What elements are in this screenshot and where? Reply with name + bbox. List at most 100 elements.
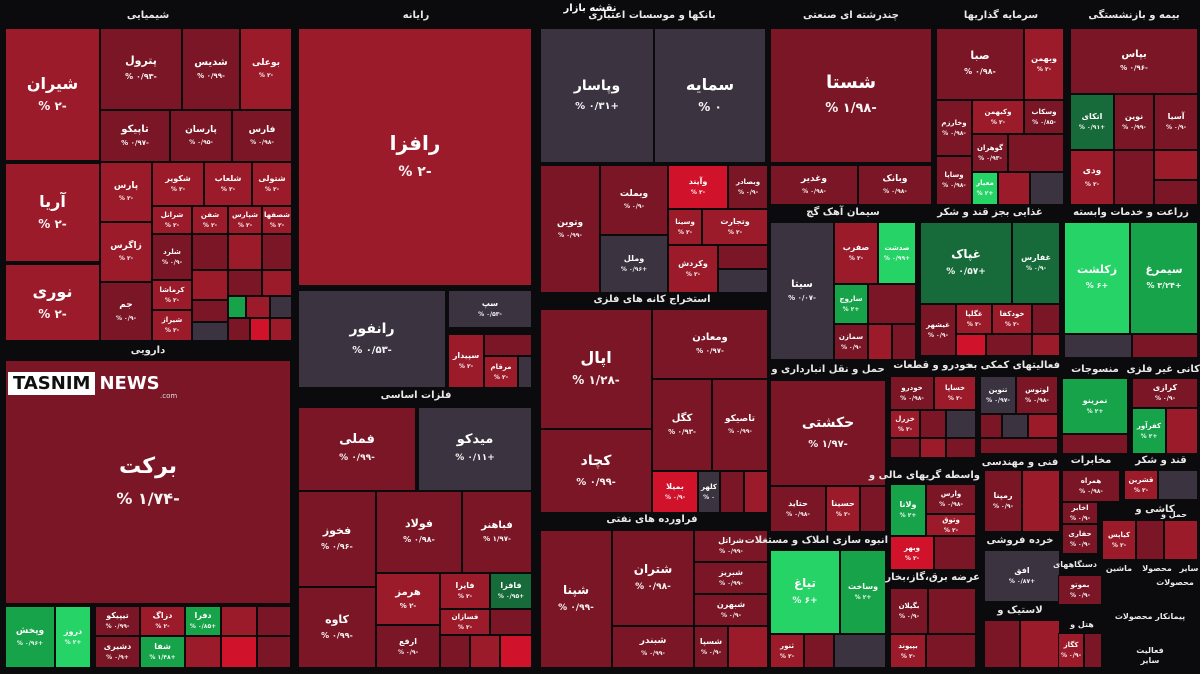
stock-tile[interactable]: وکردش -۲ %	[668, 245, 718, 293]
stock-tile[interactable]: شبریز -۰/۹۹ %	[694, 562, 768, 594]
stock-tile[interactable]	[1032, 334, 1060, 356]
stock-tile[interactable]: وخارزم -۰/۹۸ %	[936, 100, 972, 156]
stock-tile[interactable]: فولاد -۰/۹۸ %	[376, 491, 462, 573]
stock-tile[interactable]	[192, 322, 228, 341]
stock-tile[interactable]: کرازی -۰/۹ %	[1132, 378, 1198, 408]
stock-tile[interactable]: دروز +۲ %	[55, 606, 91, 668]
stock-tile[interactable]: فخوز -۰/۹۶ %	[298, 491, 376, 587]
stock-tile[interactable]: تاصیکو -۰/۹۹ %	[712, 379, 768, 471]
stock-tile[interactable]: تاپیکو -۰/۹۷ %	[100, 110, 170, 162]
stock-tile[interactable]: کفرآور +۲ %	[1132, 408, 1166, 454]
stock-tile[interactable]	[1062, 434, 1128, 454]
stock-tile[interactable]	[920, 410, 946, 438]
stock-tile[interactable]	[228, 296, 246, 318]
stock-tile[interactable]	[868, 324, 892, 360]
stock-tile[interactable]: خساپا -۲ %	[934, 376, 976, 410]
stock-tile[interactable]: وبانک -۰/۹۸ %	[858, 165, 932, 205]
stock-tile[interactable]	[1008, 134, 1064, 172]
stock-tile[interactable]: کاوه -۰/۹۹ %	[298, 587, 376, 668]
stock-tile[interactable]: پترول -۰/۹۳ %	[100, 28, 182, 110]
stock-tile[interactable]: وتوق -۲ %	[926, 514, 976, 536]
stock-tile[interactable]: حفاری -۰/۹ %	[1062, 524, 1098, 554]
stock-tile[interactable]	[192, 234, 228, 270]
stock-tile[interactable]: شسپا -۰/۹ %	[694, 626, 728, 668]
stock-tile[interactable]: قشرین -۲ %	[1124, 470, 1158, 500]
stock-tile[interactable]: شفن -۲ %	[192, 206, 228, 234]
stock-tile[interactable]	[1084, 633, 1102, 668]
stock-tile[interactable]	[518, 356, 532, 388]
stock-tile[interactable]: گوهران -۰/۹۳ %	[972, 134, 1008, 172]
stock-tile[interactable]	[920, 438, 946, 458]
stock-tile[interactable]: نوین -۰/۹۹ %	[1114, 94, 1154, 150]
stock-tile[interactable]: معیار +۲ %	[972, 172, 998, 205]
stock-tile[interactable]: وآیند -۲ %	[668, 165, 728, 209]
stock-tile[interactable]	[984, 620, 1020, 668]
stock-tile[interactable]: وسکاب -۰/۸۵ %	[1024, 100, 1064, 134]
stock-tile[interactable]: رافزا -۲ %	[298, 28, 532, 286]
stock-tile[interactable]: میدکو +۰/۱۱ %	[418, 407, 532, 491]
stock-tile[interactable]	[1136, 520, 1164, 560]
stock-tile[interactable]: نمرینو +۲ %	[1062, 378, 1128, 434]
stock-tile[interactable]: خزرل -۲ %	[890, 410, 920, 438]
stock-tile[interactable]	[892, 324, 916, 360]
stock-tile[interactable]	[890, 438, 920, 458]
stock-tile[interactable]: لوتوس -۰/۹۸ %	[1016, 376, 1058, 414]
stock-tile[interactable]	[270, 318, 292, 341]
stock-tile[interactable]	[1154, 150, 1198, 180]
stock-tile[interactable]: هرمز -۲ %	[376, 573, 440, 625]
stock-tile[interactable]: همراه -۰/۹۸ %	[1062, 470, 1120, 502]
stock-tile[interactable]	[228, 270, 262, 296]
stock-tile[interactable]: نوری -۲ %	[5, 264, 100, 341]
stock-tile[interactable]: فسازان -۲ %	[440, 609, 490, 635]
stock-tile[interactable]	[192, 270, 228, 300]
stock-tile[interactable]: وبهر -۲ %	[890, 536, 934, 570]
stock-tile[interactable]: پارس -۲ %	[100, 162, 152, 222]
stock-tile[interactable]: فایرا -۲ %	[440, 573, 490, 609]
stock-tile[interactable]: شتولی -۲ %	[252, 162, 292, 206]
stock-tile[interactable]: تنوین -۰/۹۷ %	[980, 376, 1016, 414]
stock-tile[interactable]: رمپنا -۰/۹ %	[984, 470, 1022, 532]
stock-tile[interactable]: وتجارت -۲ %	[702, 209, 768, 245]
stock-tile[interactable]	[956, 334, 986, 356]
stock-tile[interactable]	[728, 626, 768, 668]
stock-tile[interactable]	[860, 486, 886, 532]
stock-tile[interactable]	[1002, 414, 1028, 438]
stock-tile[interactable]	[448, 328, 532, 334]
stock-tile[interactable]: سیمرغ +۳/۲۴ %	[1130, 222, 1198, 334]
stock-tile[interactable]: حکشتی -۱/۹۷ %	[770, 380, 886, 486]
stock-tile[interactable]: شپنا -۰/۹۹ %	[540, 530, 612, 668]
stock-tile[interactable]	[718, 245, 768, 269]
stock-tile[interactable]: سپ -۰/۵۳ %	[448, 290, 532, 328]
stock-tile[interactable]	[257, 636, 291, 668]
stock-tile[interactable]: ثنور -۲ %	[770, 634, 804, 668]
stock-tile[interactable]: سپیدار -۲ %	[448, 334, 484, 388]
stock-tile[interactable]: کچاد -۰/۹۹ %	[540, 429, 652, 513]
stock-tile[interactable]	[257, 606, 291, 636]
stock-tile[interactable]	[185, 636, 221, 668]
stock-tile[interactable]: برکت -۱/۷۴ %	[5, 360, 291, 604]
stock-tile[interactable]: شلعاب -۲ %	[204, 162, 252, 206]
stock-tile[interactable]: زکلشت +۶ %	[1064, 222, 1130, 334]
stock-tile[interactable]	[484, 334, 532, 356]
stock-tile[interactable]: تیاغ +۶ %	[770, 550, 840, 634]
stock-tile[interactable]	[1164, 520, 1198, 560]
stock-tile[interactable]	[246, 296, 270, 318]
stock-tile[interactable]: بگیلان -۰/۹ %	[890, 588, 928, 634]
stock-tile[interactable]: جم -۰/۹ %	[100, 282, 152, 341]
stock-tile[interactable]: فملی -۰/۹۹ %	[298, 407, 416, 491]
stock-tile[interactable]: صبا -۰/۹۸ %	[936, 28, 1024, 100]
stock-tile[interactable]: آسیا -۰/۹ %	[1154, 94, 1198, 150]
stock-tile[interactable]: شتران -۰/۹۸ %	[612, 530, 694, 626]
stock-tile[interactable]: مرقام -۲ %	[484, 356, 518, 388]
stock-tile[interactable]: کیاپس -۲ %	[1102, 520, 1136, 560]
stock-tile[interactable]	[934, 536, 976, 570]
stock-tile[interactable]: ساروج +۲ %	[834, 284, 868, 324]
stock-tile[interactable]: وپاسار +۰/۳۱ %	[540, 28, 654, 163]
stock-tile[interactable]: ودی -۲ %	[1070, 150, 1114, 205]
stock-tile[interactable]: بمیلا -۰/۹ %	[652, 471, 698, 513]
stock-tile[interactable]: وغدیر -۰/۹۸ %	[770, 165, 858, 205]
stock-tile[interactable]: فباهنر -۱/۹۷ %	[462, 491, 532, 573]
stock-tile[interactable]	[1132, 334, 1198, 358]
stock-tile[interactable]: شدیس -۰/۹۹ %	[182, 28, 240, 110]
stock-tile[interactable]	[946, 410, 976, 438]
